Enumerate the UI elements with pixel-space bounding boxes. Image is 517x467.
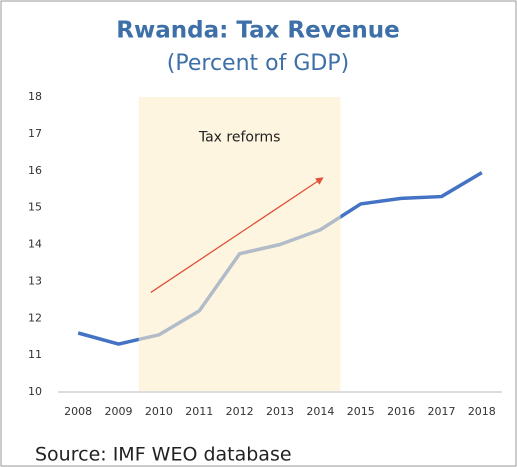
y-tick-label: 11 <box>28 348 42 361</box>
y-tick-label: 16 <box>28 164 42 177</box>
x-tick-label: 2009 <box>105 405 133 418</box>
shaded-period <box>138 97 341 391</box>
x-tick-label: 2011 <box>185 405 213 418</box>
x-tick-label: 2015 <box>347 405 375 418</box>
trend-arrow <box>150 177 324 293</box>
annotation: Tax reforms <box>198 130 281 146</box>
source-note: Source: IMF WEO database <box>35 444 292 466</box>
y-tick-label: 18 <box>28 90 42 103</box>
x-tick-label: 2017 <box>427 405 455 418</box>
y-tick-label: 13 <box>28 274 42 287</box>
chart-subtitle: (Percent of GDP) <box>167 51 349 76</box>
x-tick-label: 2018 <box>468 405 496 418</box>
x-tick-label: 2010 <box>145 405 173 418</box>
x-tick-label: 2013 <box>266 405 294 418</box>
x-tick-label: 2016 <box>387 405 415 418</box>
y-tick-label: 12 <box>28 311 42 324</box>
x-tick-label: 2012 <box>226 405 254 418</box>
y-tick-label: 10 <box>28 385 42 398</box>
x-tick-label: 2008 <box>64 405 92 418</box>
chart-title: Rwanda: Tax Revenue <box>116 18 399 44</box>
y-tick-label: 14 <box>28 238 42 251</box>
y-tick-label: 17 <box>28 127 42 140</box>
x-tick-label: 2014 <box>306 405 334 418</box>
y-tick-label: 15 <box>28 201 42 214</box>
